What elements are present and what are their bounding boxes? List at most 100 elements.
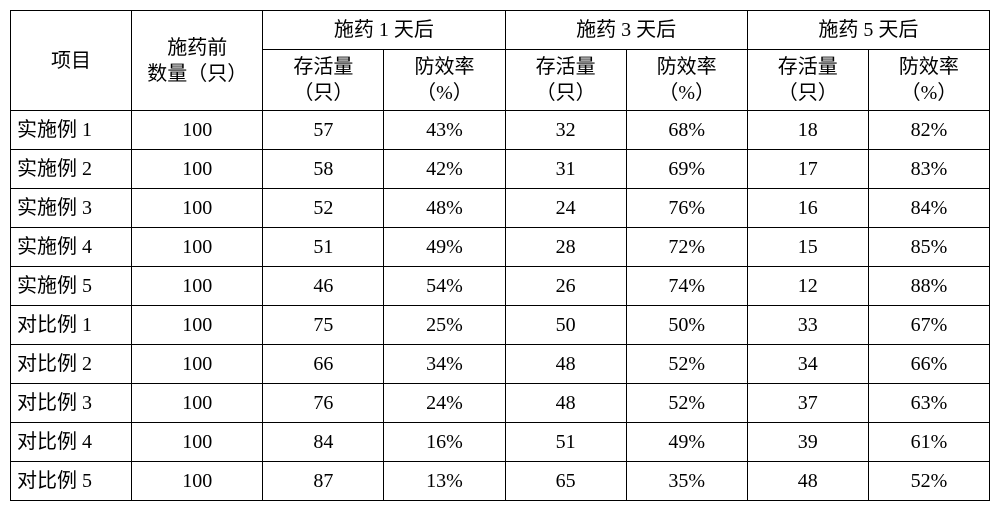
- cell-d5r: 84%: [868, 189, 989, 228]
- cell-d1r: 43%: [384, 111, 505, 150]
- table-header: 项目 施药前数量（只） 施药 1 天后 施药 3 天后 施药 5 天后 存活量（…: [11, 11, 990, 111]
- cell-label: 对比例 3: [11, 384, 132, 423]
- cell-pre: 100: [132, 306, 263, 345]
- cell-d3r: 76%: [626, 189, 747, 228]
- cell-d3r: 68%: [626, 111, 747, 150]
- cell-pre: 100: [132, 345, 263, 384]
- cell-d3s: 51: [505, 423, 626, 462]
- cell-d5r: 82%: [868, 111, 989, 150]
- cell-pre: 100: [132, 150, 263, 189]
- cell-d1s: 51: [263, 228, 384, 267]
- cell-label: 对比例 5: [11, 462, 132, 501]
- cell-label: 实施例 3: [11, 189, 132, 228]
- cell-pre: 100: [132, 228, 263, 267]
- col-group-day5: 施药 5 天后: [747, 11, 989, 50]
- cell-pre: 100: [132, 189, 263, 228]
- cell-d1s: 76: [263, 384, 384, 423]
- col-day1-survival: 存活量（只）: [263, 50, 384, 111]
- cell-d1r: 54%: [384, 267, 505, 306]
- table-row: 对比例 21006634%4852%3466%: [11, 345, 990, 384]
- cell-label: 对比例 2: [11, 345, 132, 384]
- cell-d3r: 35%: [626, 462, 747, 501]
- cell-d5s: 17: [747, 150, 868, 189]
- cell-d1s: 52: [263, 189, 384, 228]
- cell-d5r: 85%: [868, 228, 989, 267]
- cell-pre: 100: [132, 462, 263, 501]
- cell-d3s: 26: [505, 267, 626, 306]
- cell-d3s: 50: [505, 306, 626, 345]
- table-row: 对比例 11007525%5050%3367%: [11, 306, 990, 345]
- col-group-day1: 施药 1 天后: [263, 11, 505, 50]
- col-day5-survival: 存活量（只）: [747, 50, 868, 111]
- table-row: 实施例 51004654%2674%1288%: [11, 267, 990, 306]
- cell-d1s: 66: [263, 345, 384, 384]
- cell-d1s: 58: [263, 150, 384, 189]
- cell-d1r: 48%: [384, 189, 505, 228]
- cell-d5r: 52%: [868, 462, 989, 501]
- cell-d3s: 65: [505, 462, 626, 501]
- col-day3-survival: 存活量（只）: [505, 50, 626, 111]
- cell-d3r: 69%: [626, 150, 747, 189]
- cell-d5s: 33: [747, 306, 868, 345]
- cell-d5s: 48: [747, 462, 868, 501]
- col-day1-rate: 防效率（%）: [384, 50, 505, 111]
- cell-d3s: 31: [505, 150, 626, 189]
- cell-d5r: 83%: [868, 150, 989, 189]
- cell-d3r: 52%: [626, 384, 747, 423]
- cell-d1s: 75: [263, 306, 384, 345]
- cell-d3s: 32: [505, 111, 626, 150]
- cell-d3s: 48: [505, 345, 626, 384]
- cell-d5s: 39: [747, 423, 868, 462]
- cell-d1r: 13%: [384, 462, 505, 501]
- cell-d5s: 16: [747, 189, 868, 228]
- table-row: 对比例 31007624%4852%3763%: [11, 384, 990, 423]
- cell-d5s: 34: [747, 345, 868, 384]
- cell-d5r: 66%: [868, 345, 989, 384]
- cell-label: 实施例 2: [11, 150, 132, 189]
- cell-label: 实施例 4: [11, 228, 132, 267]
- cell-d5s: 37: [747, 384, 868, 423]
- cell-label: 对比例 1: [11, 306, 132, 345]
- cell-d3s: 28: [505, 228, 626, 267]
- col-day5-rate: 防效率（%）: [868, 50, 989, 111]
- cell-pre: 100: [132, 111, 263, 150]
- cell-d1r: 42%: [384, 150, 505, 189]
- cell-d1r: 16%: [384, 423, 505, 462]
- table-row: 对比例 51008713%6535%4852%: [11, 462, 990, 501]
- cell-d1r: 49%: [384, 228, 505, 267]
- cell-d3r: 72%: [626, 228, 747, 267]
- col-group-day3: 施药 3 天后: [505, 11, 747, 50]
- col-pre-count: 施药前数量（只）: [132, 11, 263, 111]
- cell-label: 对比例 4: [11, 423, 132, 462]
- cell-d3r: 74%: [626, 267, 747, 306]
- cell-d1s: 87: [263, 462, 384, 501]
- cell-pre: 100: [132, 423, 263, 462]
- cell-d3r: 50%: [626, 306, 747, 345]
- cell-d1r: 34%: [384, 345, 505, 384]
- cell-d3r: 49%: [626, 423, 747, 462]
- cell-d3r: 52%: [626, 345, 747, 384]
- col-project: 项目: [11, 11, 132, 111]
- cell-d5s: 15: [747, 228, 868, 267]
- cell-label: 实施例 5: [11, 267, 132, 306]
- cell-d5r: 61%: [868, 423, 989, 462]
- table-row: 实施例 21005842%3169%1783%: [11, 150, 990, 189]
- table-body: 实施例 11005743%3268%1882%实施例 21005842%3169…: [11, 111, 990, 501]
- col-day3-rate: 防效率（%）: [626, 50, 747, 111]
- cell-d5s: 12: [747, 267, 868, 306]
- cell-d5r: 63%: [868, 384, 989, 423]
- cell-d5r: 88%: [868, 267, 989, 306]
- table-row: 对比例 41008416%5149%3961%: [11, 423, 990, 462]
- cell-d5s: 18: [747, 111, 868, 150]
- cell-d1r: 24%: [384, 384, 505, 423]
- cell-d3s: 48: [505, 384, 626, 423]
- table-row: 实施例 41005149%2872%1585%: [11, 228, 990, 267]
- cell-d3s: 24: [505, 189, 626, 228]
- cell-label: 实施例 1: [11, 111, 132, 150]
- table-row: 实施例 31005248%2476%1684%: [11, 189, 990, 228]
- cell-d1r: 25%: [384, 306, 505, 345]
- data-table: 项目 施药前数量（只） 施药 1 天后 施药 3 天后 施药 5 天后 存活量（…: [10, 10, 990, 501]
- cell-d5r: 67%: [868, 306, 989, 345]
- cell-d1s: 57: [263, 111, 384, 150]
- cell-pre: 100: [132, 384, 263, 423]
